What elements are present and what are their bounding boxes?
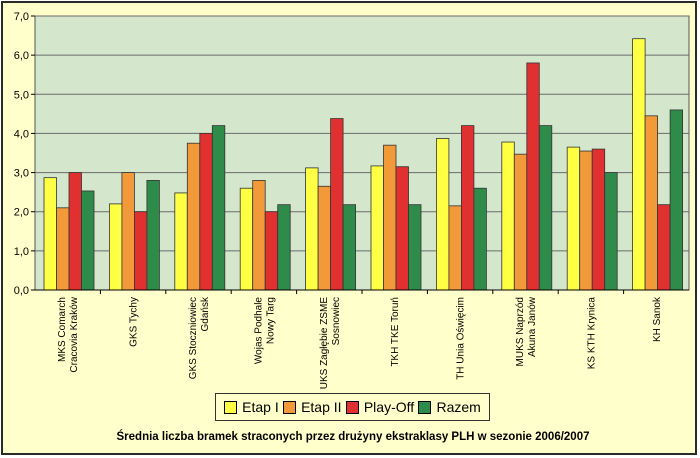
bar-4-2 [146,179,160,291]
x-tick-label: MKS ComarchCracovia Kraków [57,296,80,372]
x-tick-label: Wojas PodhaleNowy Targ [253,297,276,365]
legend-label: Razem [436,399,481,415]
y-tick-label: 4,0 [14,128,29,140]
bar-3-7 [460,125,475,291]
bar-1-3 [174,192,188,291]
bar-4-9 [604,172,618,291]
bar-2-5 [317,185,332,291]
x-axis-labels: MKS ComarchCracovia Kraków GKS Tychy GKS S… [57,290,663,389]
legend-swatch [283,400,297,414]
bar-3-4 [264,211,279,291]
bar-4-1 [81,190,95,291]
bar-2-7 [448,205,462,291]
bars [43,38,683,291]
bar-3-2 [133,211,148,291]
bar-2-2 [121,172,135,291]
bar-3-1 [68,172,82,291]
chart-title: Średnia liczba bramek straconych przez d… [116,431,590,443]
bar-4-10 [669,109,683,291]
x-tick-label: KS KTH Krynica [586,297,597,370]
x-tick-label: MUKS NaprzódAkuna Janów [515,296,538,366]
bar-2-3 [186,142,201,291]
y-tick-label: 3,0 [14,168,29,180]
legend-swatch [224,400,238,414]
bar-1-2 [109,203,123,291]
legend-label: Play-Off [363,399,415,415]
x-tick-label: GKS Tychy [129,297,140,347]
bar-3-8 [526,62,540,291]
legend-swatch [345,400,359,414]
y-axis-ticks: 0,0 1,0 2,0 3,0 4,0 5,0 6,0 7,0 [14,11,35,297]
bar-4-6 [408,204,422,291]
legend-label: Etap II [301,399,342,415]
legend-item-play-off: Play-Off [345,399,415,415]
legend-item-razem: Razem [418,399,481,415]
legend: Etap I Etap II Play-Off Razem [215,393,490,421]
x-tick-label: KH Sanok [652,296,663,342]
x-tick-label: TH Unia Oświęcim [456,297,467,380]
x-tick-label: TKH TKE Toruń [390,297,401,367]
bar-1-9 [566,146,581,291]
bar-2-1 [56,207,70,291]
bar-2-4 [252,179,266,291]
y-tick-label: 6,0 [14,50,29,62]
legend-item-etap-2: Etap II [283,399,342,415]
bar-4-5 [342,204,357,291]
bar-1-6 [370,165,384,291]
bar-1-4 [239,187,254,291]
bar-1-7 [435,138,450,291]
bar-1-5 [305,167,319,291]
x-tick-label: GKS StoczniowiecGdańsk [188,296,211,379]
y-tick-label: 7,0 [14,11,29,23]
y-tick-label: 0,0 [14,285,29,297]
bar-chart: 0,0 1,0 2,0 3,0 4,0 5,0 6,0 7,0 MKS ComarchCrac… [14,11,690,389]
x-tick-label: UKS Zagłębie ZSMESosnowiec [319,297,342,390]
bar-2-9 [579,150,593,291]
bar-3-5 [330,118,344,291]
legend-label: Etap I [242,399,279,415]
y-tick-label: 2,0 [14,207,29,219]
bar-4-4 [277,204,291,291]
bar-2-6 [383,144,397,291]
bar-1-8 [501,141,515,291]
bar-4-8 [538,125,553,291]
bar-4-7 [473,187,487,291]
legend-item-etap-1: Etap I [224,399,279,415]
bar-3-3 [199,133,213,291]
bar-3-6 [395,166,409,291]
legend-swatch [418,400,432,414]
bar-3-10 [657,204,671,291]
y-tick-label: 5,0 [14,89,29,101]
y-tick-label: 1,0 [14,246,29,258]
bar-2-8 [513,153,528,291]
bar-1-10 [632,38,646,291]
bar-1-1 [43,177,57,291]
bar-4-3 [211,125,226,291]
bar-3-9 [591,148,606,291]
bar-2-10 [644,115,658,291]
